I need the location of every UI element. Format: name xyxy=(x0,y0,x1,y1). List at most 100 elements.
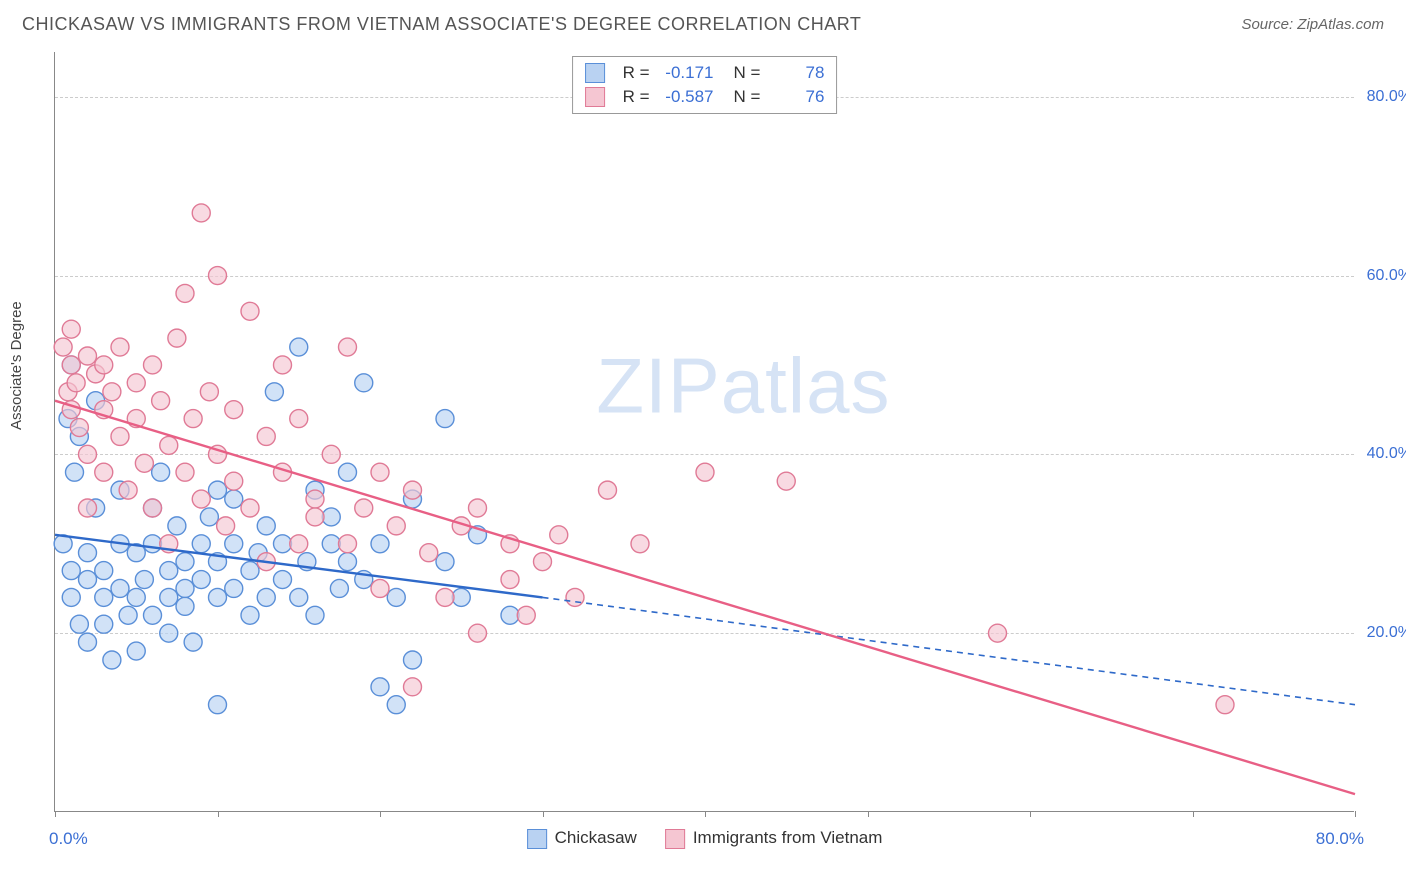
data-point xyxy=(70,615,88,633)
data-point xyxy=(1216,696,1234,714)
correlation-stats-box: R =-0.171 N =78 R =-0.587 N =76 xyxy=(572,56,838,114)
data-point xyxy=(192,204,210,222)
data-point xyxy=(265,383,283,401)
data-point xyxy=(371,579,389,597)
data-point xyxy=(777,472,795,490)
data-point xyxy=(371,463,389,481)
data-point xyxy=(209,588,227,606)
x-tick xyxy=(380,811,381,817)
legend: Chickasaw Immigrants from Vietnam xyxy=(527,828,883,849)
data-point xyxy=(355,374,373,392)
data-point xyxy=(209,696,227,714)
data-point xyxy=(696,463,714,481)
data-point xyxy=(436,588,454,606)
data-point xyxy=(371,678,389,696)
x-tick xyxy=(868,811,869,817)
data-point xyxy=(257,588,275,606)
data-point xyxy=(387,588,405,606)
data-point xyxy=(184,633,202,651)
data-point xyxy=(387,696,405,714)
x-tick xyxy=(1355,811,1356,817)
data-point xyxy=(501,606,519,624)
y-tick-label: 60.0% xyxy=(1367,267,1406,285)
data-point xyxy=(371,535,389,553)
data-point xyxy=(225,535,243,553)
data-point xyxy=(452,588,470,606)
data-point xyxy=(95,588,113,606)
data-point xyxy=(144,499,162,517)
data-point xyxy=(192,490,210,508)
data-point xyxy=(176,463,194,481)
data-point xyxy=(200,508,218,526)
data-point xyxy=(135,454,153,472)
data-point xyxy=(79,445,97,463)
data-point xyxy=(152,463,170,481)
data-point xyxy=(160,562,178,580)
data-point xyxy=(144,356,162,374)
data-point xyxy=(469,624,487,642)
data-point xyxy=(257,427,275,445)
data-point xyxy=(176,284,194,302)
data-point xyxy=(79,571,97,589)
data-point xyxy=(168,329,186,347)
data-point xyxy=(79,499,97,517)
data-point xyxy=(322,445,340,463)
x-tick xyxy=(55,811,56,817)
data-point xyxy=(119,481,137,499)
data-point xyxy=(306,490,324,508)
x-tick xyxy=(1193,811,1194,817)
x-tick xyxy=(705,811,706,817)
data-point xyxy=(176,579,194,597)
data-point xyxy=(339,553,357,571)
x-axis-max: 80.0% xyxy=(1316,829,1364,849)
data-point xyxy=(192,571,210,589)
data-point xyxy=(566,588,584,606)
data-point xyxy=(274,571,292,589)
legend-item: Immigrants from Vietnam xyxy=(665,828,883,849)
data-point xyxy=(111,338,129,356)
x-tick xyxy=(543,811,544,817)
data-point xyxy=(62,320,80,338)
data-point xyxy=(631,535,649,553)
data-point xyxy=(501,571,519,589)
data-point xyxy=(168,517,186,535)
data-point xyxy=(127,374,145,392)
data-point xyxy=(119,606,137,624)
data-point xyxy=(160,588,178,606)
data-point xyxy=(176,597,194,615)
data-point xyxy=(225,401,243,419)
data-point xyxy=(62,562,80,580)
data-point xyxy=(95,463,113,481)
data-point xyxy=(290,588,308,606)
data-point xyxy=(322,535,340,553)
data-point xyxy=(95,562,113,580)
data-point xyxy=(54,338,72,356)
data-point xyxy=(387,517,405,535)
y-tick-label: 20.0% xyxy=(1367,624,1406,642)
data-point xyxy=(62,588,80,606)
data-point xyxy=(144,535,162,553)
y-axis-label: Associate's Degree xyxy=(8,301,25,430)
data-point xyxy=(989,624,1007,642)
data-point xyxy=(550,526,568,544)
data-point xyxy=(217,517,235,535)
data-point xyxy=(95,615,113,633)
data-point xyxy=(127,642,145,660)
data-point xyxy=(67,374,85,392)
data-point xyxy=(111,579,129,597)
data-point xyxy=(241,562,259,580)
data-point xyxy=(79,347,97,365)
stats-row: R =-0.587 N =76 xyxy=(585,85,825,109)
data-point xyxy=(436,553,454,571)
source-attribution: Source: ZipAtlas.com xyxy=(1241,16,1384,33)
x-tick xyxy=(218,811,219,817)
legend-item: Chickasaw xyxy=(527,828,637,849)
data-point xyxy=(290,535,308,553)
data-point xyxy=(79,633,97,651)
data-point xyxy=(290,410,308,428)
data-point xyxy=(70,419,88,437)
data-point xyxy=(95,356,113,374)
data-point xyxy=(225,472,243,490)
data-point xyxy=(339,338,357,356)
data-point xyxy=(330,579,348,597)
